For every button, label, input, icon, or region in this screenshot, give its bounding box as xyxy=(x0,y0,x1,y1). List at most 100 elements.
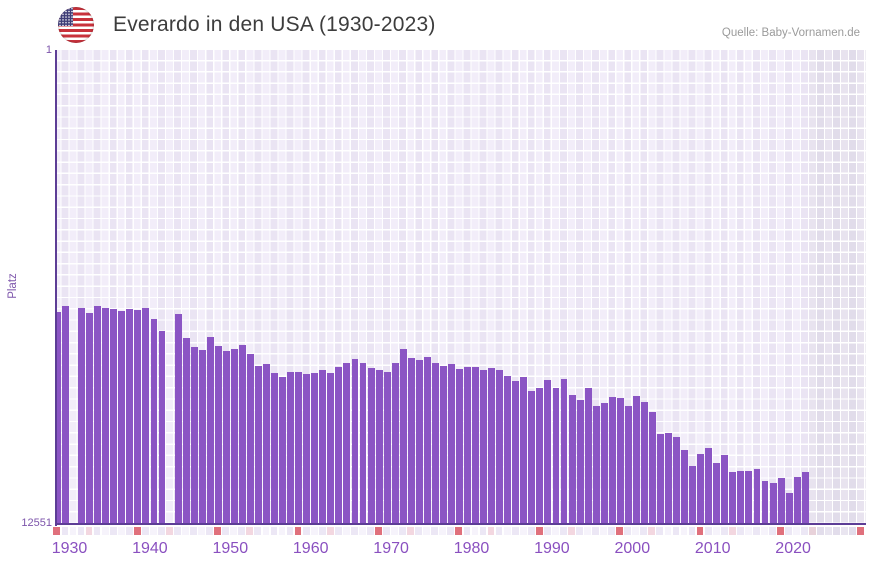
bar-1930[interactable] xyxy=(57,311,61,524)
bar-1952[interactable] xyxy=(230,349,238,524)
bar-2010[interactable] xyxy=(697,454,705,524)
bar-1943[interactable] xyxy=(158,330,166,524)
bar-1995[interactable] xyxy=(576,400,584,524)
bar-1987[interactable] xyxy=(512,381,520,524)
bar-1962[interactable] xyxy=(311,372,319,524)
bar-2019[interactable] xyxy=(769,482,777,524)
bar-2006[interactable] xyxy=(665,432,672,524)
bar-2005[interactable] xyxy=(657,434,664,524)
bar-1937[interactable] xyxy=(110,309,118,524)
bar-1981[interactable] xyxy=(464,367,471,524)
bar-1970[interactable] xyxy=(375,369,383,524)
strip-cell-1981 xyxy=(463,527,471,535)
bar-1980[interactable] xyxy=(456,369,463,524)
bar-1941[interactable] xyxy=(142,308,150,524)
bar-1988[interactable] xyxy=(520,376,528,524)
bar-2018[interactable] xyxy=(761,481,769,524)
strip-cell-2009 xyxy=(688,527,696,535)
bar-1991[interactable] xyxy=(544,380,552,524)
bar-1958[interactable] xyxy=(279,377,287,524)
bar-2013[interactable] xyxy=(721,455,729,524)
bar-1955[interactable] xyxy=(255,366,262,524)
bar-1947[interactable] xyxy=(190,346,198,524)
bar-1974[interactable] xyxy=(407,358,415,524)
bar-1945[interactable] xyxy=(174,313,182,524)
bar-2014[interactable] xyxy=(729,472,737,524)
bar-1959[interactable] xyxy=(287,372,295,524)
bar-1966[interactable] xyxy=(343,363,351,524)
bar-1951[interactable] xyxy=(222,350,230,524)
bar-1935[interactable] xyxy=(94,306,102,524)
bar-1933[interactable] xyxy=(78,308,86,524)
bar-2016[interactable] xyxy=(745,471,753,524)
bar-2008[interactable] xyxy=(681,449,689,524)
bar-2011[interactable] xyxy=(705,447,713,524)
bar-1946[interactable] xyxy=(182,337,190,524)
bar-1986[interactable] xyxy=(504,375,512,524)
bar-2023[interactable] xyxy=(801,472,809,524)
bar-1982[interactable] xyxy=(472,367,480,524)
bar-2002[interactable] xyxy=(632,395,640,524)
chart-title: Everardo in den USA (1930-2023) xyxy=(113,13,436,36)
strip-cell-1945 xyxy=(174,527,181,535)
bar-1979[interactable] xyxy=(448,364,455,524)
bar-1964[interactable] xyxy=(327,372,335,524)
bar-1984[interactable] xyxy=(488,368,496,524)
bar-1990[interactable] xyxy=(536,388,544,524)
bar-2021[interactable] xyxy=(785,492,793,524)
strip-cell-2027 xyxy=(833,527,841,535)
bar-1968[interactable] xyxy=(359,363,367,524)
bar-1939[interactable] xyxy=(126,309,134,524)
bar-1985[interactable] xyxy=(496,369,504,524)
bar-1936[interactable] xyxy=(102,308,110,524)
bar-1956[interactable] xyxy=(263,363,270,524)
bar-1948[interactable] xyxy=(198,349,206,524)
bar-1934[interactable] xyxy=(86,312,94,524)
bar-2007[interactable] xyxy=(673,437,681,524)
bar-1978[interactable] xyxy=(439,365,447,524)
bar-1977[interactable] xyxy=(431,363,439,524)
bar-2022[interactable] xyxy=(793,477,801,524)
bar-1942[interactable] xyxy=(150,319,158,524)
bar-1969[interactable] xyxy=(367,368,375,524)
bar-2001[interactable] xyxy=(624,405,632,524)
bar-1957[interactable] xyxy=(271,372,279,524)
bar-1998[interactable] xyxy=(600,403,608,524)
bar-2017[interactable] xyxy=(753,469,761,524)
bar-1983[interactable] xyxy=(480,369,488,524)
strip-cell-2018 xyxy=(761,527,768,535)
bar-2004[interactable] xyxy=(649,411,656,524)
bar-1973[interactable] xyxy=(399,349,407,524)
strip-cell-1934 xyxy=(85,527,93,535)
bar-2012[interactable] xyxy=(713,463,721,524)
bar-1949[interactable] xyxy=(206,337,214,524)
bar-1989[interactable] xyxy=(528,391,536,524)
bar-1997[interactable] xyxy=(592,405,600,524)
bar-1953[interactable] xyxy=(238,344,246,524)
bar-1972[interactable] xyxy=(391,363,399,524)
bar-1992[interactable] xyxy=(552,387,560,524)
bar-1994[interactable] xyxy=(568,395,576,524)
bar-1950[interactable] xyxy=(214,346,222,524)
bar-2009[interactable] xyxy=(689,465,697,524)
strip-cell-1932 xyxy=(69,527,77,535)
bar-2020[interactable] xyxy=(777,478,785,524)
bar-1976[interactable] xyxy=(423,356,431,524)
bar-1954[interactable] xyxy=(247,354,254,524)
bar-1938[interactable] xyxy=(118,310,126,524)
bar-1999[interactable] xyxy=(608,397,616,524)
bar-1931[interactable] xyxy=(62,306,69,524)
bar-1965[interactable] xyxy=(335,367,343,524)
bar-1963[interactable] xyxy=(319,369,327,524)
bar-1960[interactable] xyxy=(295,372,303,524)
bar-2003[interactable] xyxy=(640,402,648,524)
bar-1971[interactable] xyxy=(383,371,391,524)
bar-1940[interactable] xyxy=(134,310,142,524)
bar-1961[interactable] xyxy=(303,373,311,524)
bar-1975[interactable] xyxy=(415,360,423,524)
bar-1996[interactable] xyxy=(584,388,592,524)
bar-2000[interactable] xyxy=(616,398,624,524)
bar-1967[interactable] xyxy=(351,359,359,524)
bar-2015[interactable] xyxy=(737,471,745,524)
bar-1993[interactable] xyxy=(560,379,568,524)
